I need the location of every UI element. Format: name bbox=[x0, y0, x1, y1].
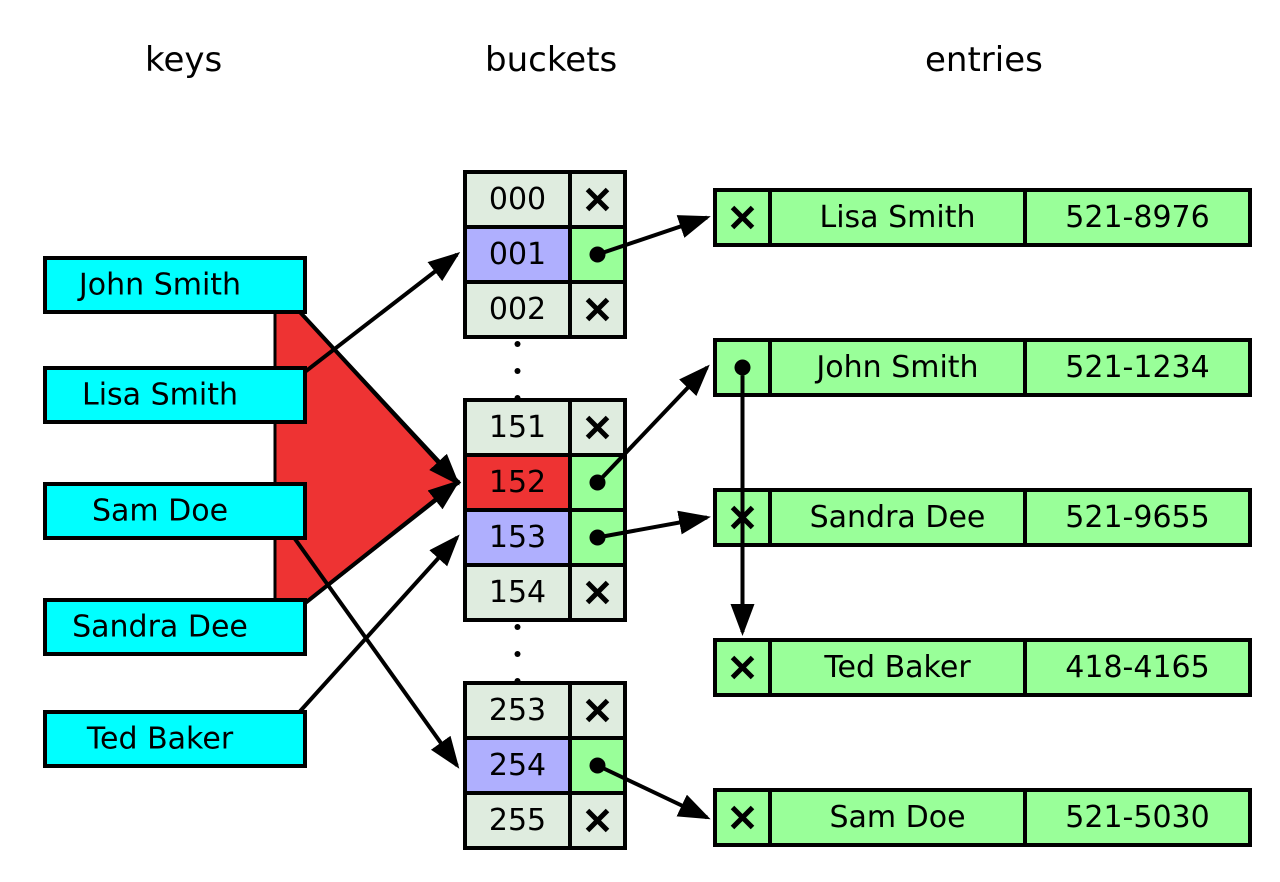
key-label: Lisa Smith bbox=[82, 378, 238, 413]
entry-name: Sandra Dee bbox=[810, 500, 986, 535]
vdots-icon bbox=[515, 368, 521, 374]
buckets-header: buckets bbox=[485, 40, 617, 80]
key-label: Ted Baker bbox=[86, 722, 234, 757]
vdots-icon bbox=[515, 678, 521, 684]
vdots-icon bbox=[515, 395, 521, 401]
entry-name: Ted Baker bbox=[823, 650, 971, 685]
entry-name: John Smith bbox=[814, 350, 978, 385]
entry-value: 521-9655 bbox=[1065, 500, 1209, 535]
bucket-num: 154 bbox=[489, 575, 546, 610]
key-label: Sandra Dee bbox=[72, 610, 248, 645]
entry-value: 521-5030 bbox=[1065, 800, 1209, 835]
bucket-num: 151 bbox=[489, 410, 546, 445]
vdots-icon bbox=[515, 651, 521, 657]
bucket-num: 001 bbox=[489, 237, 546, 272]
entry-value: 418-4165 bbox=[1065, 650, 1209, 685]
key-label: John Smith bbox=[77, 268, 241, 303]
vdots-icon bbox=[515, 341, 521, 347]
bucket-num: 152 bbox=[489, 465, 546, 500]
bucket-num: 002 bbox=[489, 292, 546, 327]
entry-name: Sam Doe bbox=[829, 800, 965, 835]
entry-name: Lisa Smith bbox=[820, 200, 976, 235]
ptr-dot-icon bbox=[735, 360, 751, 376]
entry-value: 521-1234 bbox=[1065, 350, 1209, 385]
entries-header: entries bbox=[925, 40, 1043, 80]
keys-header: keys bbox=[145, 40, 222, 80]
bucket-num: 000 bbox=[489, 182, 546, 217]
key-label: Sam Doe bbox=[92, 494, 228, 529]
bucket-num: 153 bbox=[489, 520, 546, 555]
entry-value: 521-8976 bbox=[1065, 200, 1209, 235]
bucket-num: 255 bbox=[489, 803, 546, 838]
buckets-column: 000 001 002 151 152 153 154 253 254 255 bbox=[465, 172, 625, 848]
bucket-num: 253 bbox=[489, 693, 546, 728]
vdots-icon bbox=[515, 624, 521, 630]
bucket-num: 254 bbox=[489, 748, 546, 783]
